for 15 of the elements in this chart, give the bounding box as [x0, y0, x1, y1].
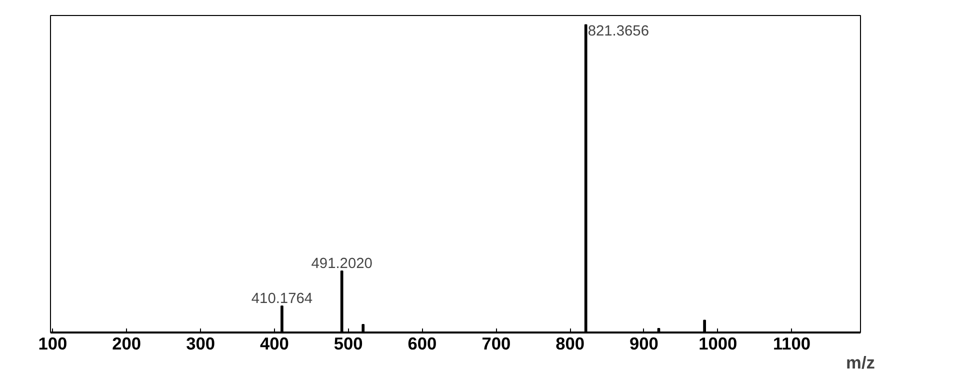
x-tick-label: 100: [38, 334, 68, 354]
annotation: 410.1764: [251, 291, 313, 308]
x-tick-label: 1000: [698, 334, 738, 354]
annotation: 821.3656: [588, 24, 649, 40]
x-tick-label: 700: [482, 334, 511, 354]
x-tick-label: 500: [334, 334, 363, 354]
x-tick-label: 600: [408, 334, 437, 354]
x-tick-label: 400: [260, 334, 289, 354]
x-axis-title: m/z: [846, 352, 876, 372]
x-tick-label: 200: [112, 334, 142, 354]
annotation: 491.2020: [311, 256, 372, 272]
x-tick-label: 300: [186, 334, 215, 354]
x-tick-label: 900: [630, 334, 658, 354]
x-tick-label: 800: [556, 334, 585, 354]
x-tick-label: 1100: [772, 334, 811, 354]
